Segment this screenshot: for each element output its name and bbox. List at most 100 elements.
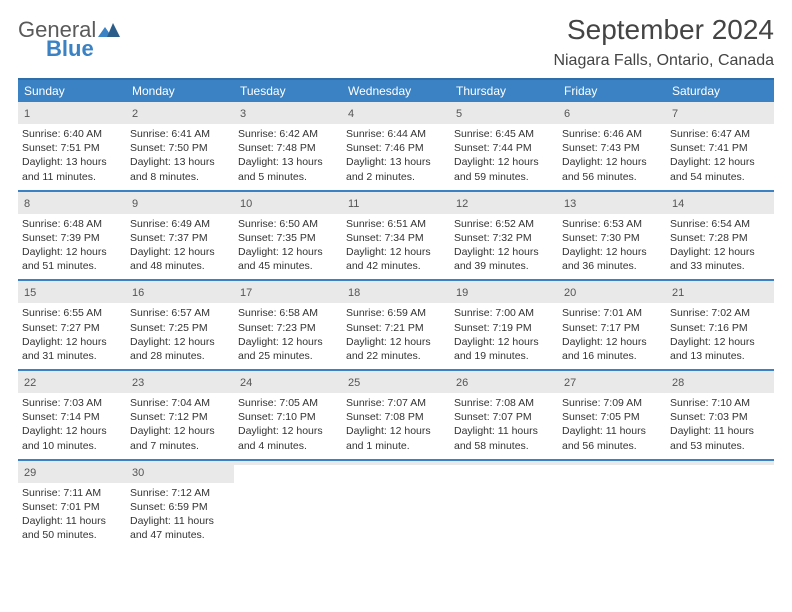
daylight-line: Daylight: 11 hours and 53 minutes. (670, 424, 770, 452)
daylight-line: Daylight: 13 hours and 2 minutes. (346, 155, 446, 183)
daylight-line: Daylight: 13 hours and 8 minutes. (130, 155, 230, 183)
day-number: 21 (672, 287, 684, 299)
sunrise-line: Sunrise: 7:04 AM (130, 396, 230, 410)
day-cell: 27Sunrise: 7:09 AMSunset: 7:05 PMDayligh… (558, 371, 666, 459)
day-number-row: 23 (126, 371, 234, 393)
sunrise-line: Sunrise: 6:58 AM (238, 306, 338, 320)
day-cell: 4Sunrise: 6:44 AMSunset: 7:46 PMDaylight… (342, 102, 450, 190)
week-row: 22Sunrise: 7:03 AMSunset: 7:14 PMDayligh… (18, 371, 774, 461)
daylight-line: Daylight: 12 hours and 19 minutes. (454, 335, 554, 363)
daylight-line: Daylight: 12 hours and 25 minutes. (238, 335, 338, 363)
day-cell: 25Sunrise: 7:07 AMSunset: 7:08 PMDayligh… (342, 371, 450, 459)
day-number: 12 (456, 198, 468, 210)
day-number-row: 3 (234, 102, 342, 124)
daylight-line: Daylight: 13 hours and 5 minutes. (238, 155, 338, 183)
sunset-line: Sunset: 7:16 PM (670, 321, 770, 335)
sunset-line: Sunset: 7:23 PM (238, 321, 338, 335)
sunset-line: Sunset: 7:19 PM (454, 321, 554, 335)
day-number-row: 25 (342, 371, 450, 393)
sunrise-line: Sunrise: 6:53 AM (562, 217, 662, 231)
day-number-row: 5 (450, 102, 558, 124)
day-cell: 12Sunrise: 6:52 AMSunset: 7:32 PMDayligh… (450, 192, 558, 280)
sunset-line: Sunset: 7:28 PM (670, 231, 770, 245)
sunrise-line: Sunrise: 7:11 AM (22, 486, 122, 500)
day-number-row: 17 (234, 281, 342, 303)
sunset-line: Sunset: 7:43 PM (562, 141, 662, 155)
daylight-line: Daylight: 12 hours and 51 minutes. (22, 245, 122, 273)
day-number: 8 (24, 198, 30, 210)
day-number: 5 (456, 108, 462, 120)
daylight-line: Daylight: 11 hours and 56 minutes. (562, 424, 662, 452)
sunrise-line: Sunrise: 6:59 AM (346, 306, 446, 320)
day-number-row (342, 461, 450, 465)
sunrise-line: Sunrise: 6:41 AM (130, 127, 230, 141)
day-cell: 8Sunrise: 6:48 AMSunset: 7:39 PMDaylight… (18, 192, 126, 280)
day-number: 14 (672, 198, 684, 210)
sunrise-line: Sunrise: 6:40 AM (22, 127, 122, 141)
day-number-row: 12 (450, 192, 558, 214)
sunset-line: Sunset: 7:35 PM (238, 231, 338, 245)
day-number-row: 16 (126, 281, 234, 303)
daylight-line: Daylight: 12 hours and 56 minutes. (562, 155, 662, 183)
day-cell: 2Sunrise: 6:41 AMSunset: 7:50 PMDaylight… (126, 102, 234, 190)
daylight-line: Daylight: 12 hours and 1 minute. (346, 424, 446, 452)
day-number: 15 (24, 287, 36, 299)
sunset-line: Sunset: 7:41 PM (670, 141, 770, 155)
day-header: Tuesday (234, 80, 342, 102)
daylight-line: Daylight: 12 hours and 45 minutes. (238, 245, 338, 273)
daylight-line: Daylight: 12 hours and 16 minutes. (562, 335, 662, 363)
day-cell: 20Sunrise: 7:01 AMSunset: 7:17 PMDayligh… (558, 281, 666, 369)
day-header: Saturday (666, 80, 774, 102)
day-number-row: 28 (666, 371, 774, 393)
day-number: 25 (348, 377, 360, 389)
day-header: Friday (558, 80, 666, 102)
day-cell: 28 Sunrise: 7:10 AMSunset: 7:03 PMDayligh… (666, 371, 774, 459)
sunrise-line: Sunrise: 7:05 AM (238, 396, 338, 410)
day-number: 3 (240, 108, 246, 120)
logo: General Blue (18, 14, 120, 60)
day-number: 30 (132, 467, 144, 479)
daylight-line: Daylight: 12 hours and 33 minutes. (670, 245, 770, 273)
day-number-row (558, 461, 666, 465)
sunrise-line: Sunrise: 7:10 AM (670, 396, 770, 410)
day-cell: 9Sunrise: 6:49 AMSunset: 7:37 PMDaylight… (126, 192, 234, 280)
day-number-row: 22 (18, 371, 126, 393)
sunset-line: Sunset: 7:32 PM (454, 231, 554, 245)
day-number-row: 7 (666, 102, 774, 124)
sunrise-line: Sunrise: 7:00 AM (454, 306, 554, 320)
sunrise-line: Sunrise: 7:08 AM (454, 396, 554, 410)
location: Niagara Falls, Ontario, Canada (553, 52, 774, 70)
day-cell (234, 461, 342, 549)
sunset-line: Sunset: 7:27 PM (22, 321, 122, 335)
sunset-line: Sunset: 7:01 PM (22, 500, 122, 514)
sunrise-line: Sunrise: 7:03 AM (22, 396, 122, 410)
day-number-row: 10 (234, 192, 342, 214)
day-number-row: 8 (18, 192, 126, 214)
day-cell: 1Sunrise: 6:40 AMSunset: 7:51 PMDaylight… (18, 102, 126, 190)
day-number-row: 14 (666, 192, 774, 214)
day-header: Sunday (18, 80, 126, 102)
day-number: 22 (24, 377, 36, 389)
day-cell: 14Sunrise: 6:54 AMSunset: 7:28 PMDayligh… (666, 192, 774, 280)
day-cell (558, 461, 666, 549)
day-number-row: 30 (126, 461, 234, 483)
day-number-row: 1 (18, 102, 126, 124)
day-cell: 6Sunrise: 6:46 AMSunset: 7:43 PMDaylight… (558, 102, 666, 190)
sunset-line: Sunset: 7:34 PM (346, 231, 446, 245)
day-cell: 15Sunrise: 6:55 AMSunset: 7:27 PMDayligh… (18, 281, 126, 369)
daylight-line: Daylight: 12 hours and 22 minutes. (346, 335, 446, 363)
sunrise-line: Sunrise: 6:42 AM (238, 127, 338, 141)
daylight-line: Daylight: 12 hours and 7 minutes. (130, 424, 230, 452)
sunset-line: Sunset: 7:17 PM (562, 321, 662, 335)
day-number: 28 (672, 377, 684, 389)
day-number: 9 (132, 198, 138, 210)
sunrise-line: Sunrise: 6:45 AM (454, 127, 554, 141)
day-number: 2 (132, 108, 138, 120)
sunset-line: Sunset: 7:03 PM (670, 410, 770, 424)
week-row: 15Sunrise: 6:55 AMSunset: 7:27 PMDayligh… (18, 281, 774, 371)
sunset-line: Sunset: 7:39 PM (22, 231, 122, 245)
day-number-row: 24 (234, 371, 342, 393)
day-number-row: 21 (666, 281, 774, 303)
day-cell (666, 461, 774, 549)
day-number: 26 (456, 377, 468, 389)
